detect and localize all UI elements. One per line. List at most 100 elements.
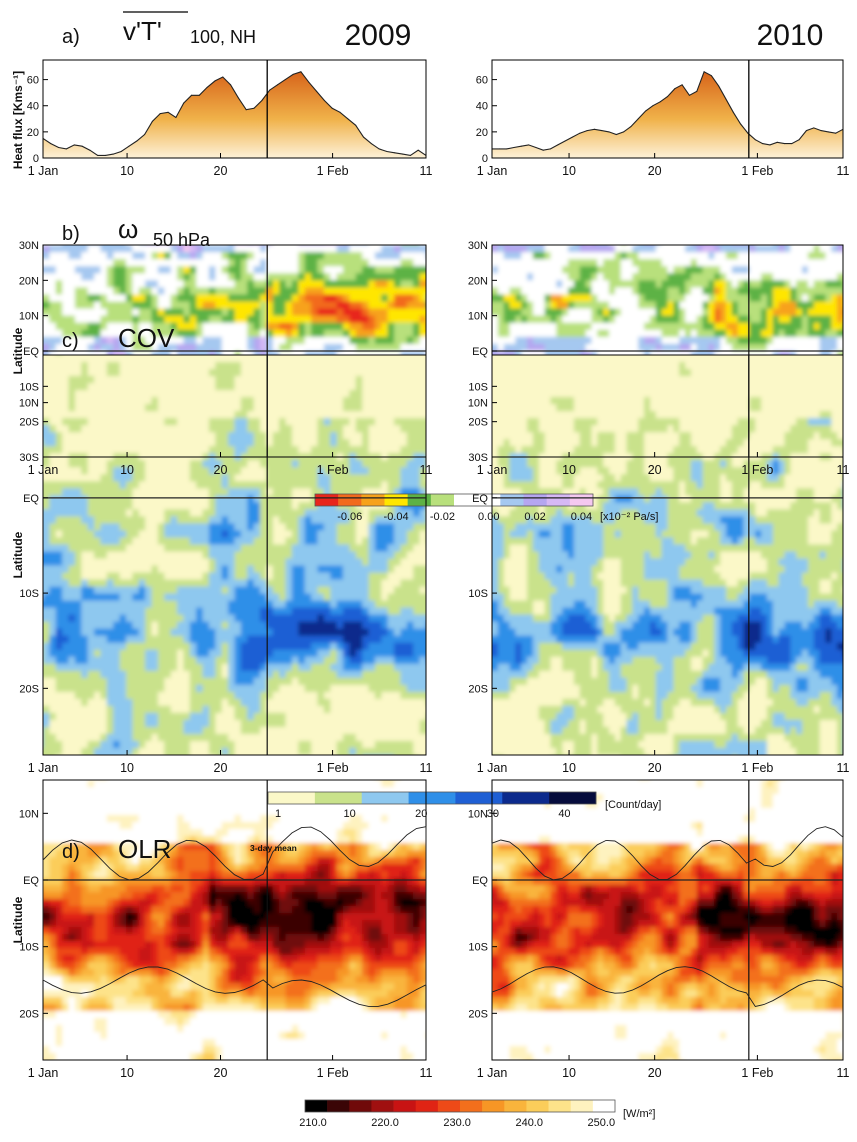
- heatmap-cell: [74, 273, 82, 281]
- heatmap-cell: [807, 343, 815, 352]
- heatmap-cell: [802, 329, 809, 338]
- heatmap-cell: [189, 280, 197, 288]
- heatmap-cell: [189, 294, 197, 303]
- heatmap-cell: [55, 362, 63, 370]
- heatmap-cell: [81, 404, 89, 412]
- heatmap-cell: [81, 287, 89, 296]
- heatmap-cell: [68, 362, 76, 370]
- heatmap-cell: [304, 273, 312, 281]
- heatmap-cell: [655, 315, 663, 324]
- heatmap-cell: [406, 336, 414, 345]
- heatmap-cell: [667, 315, 674, 324]
- heatmap-cell: [843, 280, 849, 288]
- heatmap-cell: [43, 355, 50, 363]
- heatmap-cell: [778, 336, 786, 345]
- heatmap-cell: [304, 411, 312, 419]
- heatmap-cell: [349, 245, 357, 253]
- heatmap-cell: [585, 245, 593, 246]
- heatmap-cell: [673, 287, 680, 296]
- heatmap-cell: [406, 287, 414, 296]
- heatmap-cell: [400, 390, 408, 398]
- heatmap-cell: [343, 418, 350, 426]
- heatmap-cell: [183, 308, 191, 317]
- heatmap-cell: [790, 336, 797, 345]
- heatmap-cell: [87, 245, 95, 253]
- heatmap-cell: [138, 343, 146, 352]
- heatmap-cell: [702, 252, 710, 260]
- heatmap-cell: [336, 245, 344, 253]
- heatmap-cell: [291, 280, 299, 288]
- heatmap-cell: [579, 280, 587, 288]
- heatmap-cell: [55, 322, 63, 331]
- heatmap-cell: [766, 259, 774, 267]
- heatmap-cell: [381, 273, 389, 281]
- heatmap-cell: [620, 273, 628, 281]
- heatmap-cell: [317, 355, 325, 363]
- heatmap-cell: [260, 280, 268, 288]
- heatmap-cell: [125, 411, 133, 419]
- heatmap-cell: [807, 315, 815, 324]
- heatmap-cell: [336, 355, 344, 363]
- heatmap-cell: [208, 252, 216, 260]
- heatmap-cell: [291, 355, 299, 363]
- heatmap-cell: [532, 245, 540, 246]
- heatmap-cell: [349, 322, 357, 331]
- heatmap-cell: [819, 308, 827, 317]
- heatmap-cell: [106, 266, 114, 274]
- heatmap-cell: [603, 287, 610, 296]
- heatmap-cell: [679, 343, 686, 352]
- heatmap-cell: [632, 259, 639, 267]
- heatmap-cell: [509, 245, 516, 253]
- heatmap-cell: [667, 308, 674, 317]
- heatmap-cell: [509, 266, 516, 274]
- heatmap-cell: [807, 245, 815, 253]
- heatmap-cell: [164, 308, 172, 317]
- heatmap-cell: [285, 301, 293, 310]
- heatmap-cell: [247, 362, 255, 370]
- heatmap-cell: [413, 280, 421, 288]
- heatmap-cell: [279, 336, 287, 345]
- heatmap-cell: [94, 336, 102, 345]
- heatmap-cell: [317, 252, 325, 260]
- heatmap-cell: [62, 315, 70, 324]
- heatmap-cell: [125, 383, 133, 391]
- heatmap-cell: [279, 322, 287, 331]
- heatmap-cell: [202, 245, 210, 253]
- heatmap-cell: [368, 273, 376, 281]
- heatmap-cell: [743, 336, 750, 345]
- heatmap-cell: [336, 362, 344, 370]
- heatmap-cell: [189, 411, 197, 419]
- heatmap-cell: [731, 294, 739, 303]
- heatmap-cell: [145, 294, 153, 303]
- heatmap-cell: [696, 252, 704, 260]
- heatmap-cell: [87, 404, 95, 412]
- heatmap-cell: [527, 329, 534, 338]
- heatmap-cell: [755, 259, 762, 267]
- heatmap-cell: [515, 336, 522, 345]
- heatmap-cell: [406, 315, 414, 324]
- heatmap-cell: [362, 287, 370, 296]
- heatmap-cell: [644, 245, 651, 246]
- heatmap-cell: [234, 460, 242, 468]
- heatmap-cell: [145, 287, 153, 296]
- heatmap-cell: [196, 355, 204, 363]
- heatmap-cell: [426, 351, 433, 359]
- heatmap-cell: [240, 308, 248, 317]
- heatmap-cell: [55, 336, 63, 345]
- heatmap-cell: [215, 355, 223, 363]
- heatmap-cell: [413, 301, 421, 310]
- heatmap-cell: [157, 287, 165, 296]
- heatmap-cell: [317, 404, 325, 412]
- heatmap-cell: [355, 329, 363, 338]
- heatmap-cell: [696, 308, 704, 317]
- heatmap-cell: [291, 432, 299, 440]
- heatmap-cell: [291, 397, 299, 405]
- heatmap-cell: [247, 273, 255, 281]
- heatmap-cell: [568, 266, 575, 274]
- heatmap-cell: [266, 336, 274, 345]
- heatmap-cell: [298, 245, 306, 253]
- heatmap-cell: [614, 329, 622, 338]
- heatmap-cell: [368, 280, 376, 288]
- heatmap-cell: [374, 411, 382, 419]
- heatmap-cell: [374, 446, 382, 454]
